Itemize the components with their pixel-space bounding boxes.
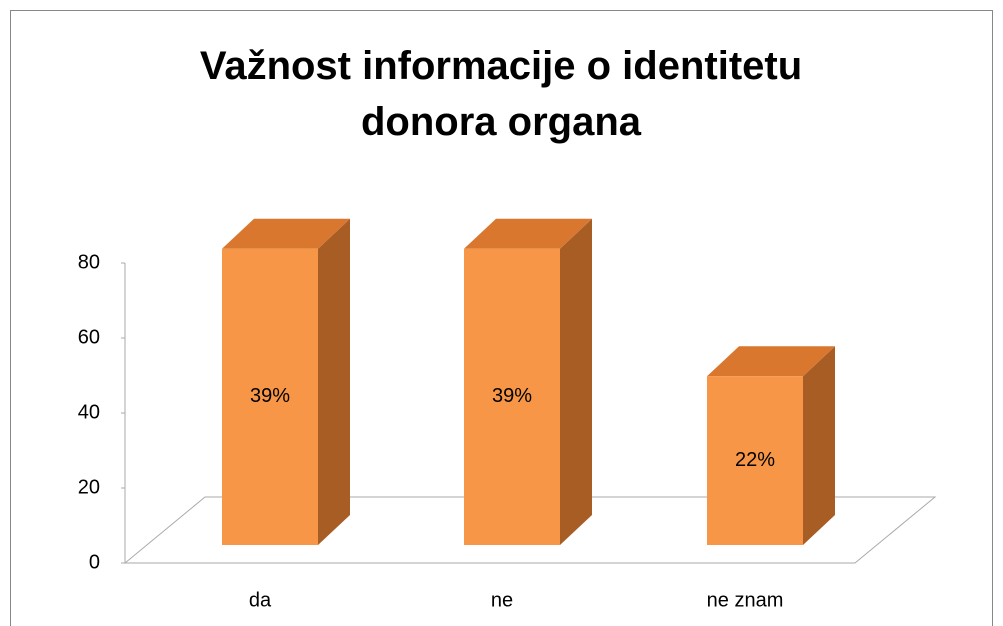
y-tick-label: 20 bbox=[78, 476, 100, 498]
bar-top bbox=[464, 218, 592, 249]
y-tick-label: 0 bbox=[89, 551, 100, 573]
bar bbox=[222, 248, 318, 545]
x-tick-label: ne znam bbox=[707, 589, 784, 611]
y-tick-label: 40 bbox=[78, 401, 100, 423]
chart-title: Važnost informacije o identitetu donora … bbox=[199, 44, 803, 144]
chart-border bbox=[10, 10, 993, 626]
bar bbox=[464, 248, 560, 545]
bar-label: 39% bbox=[492, 385, 532, 407]
bar-label: 22% bbox=[735, 449, 775, 471]
bar-side bbox=[318, 218, 350, 545]
bar-side bbox=[803, 346, 835, 545]
y-tick-label: 60 bbox=[78, 326, 100, 348]
floor bbox=[123, 496, 937, 564]
x-tick-label: da bbox=[249, 589, 272, 611]
bar bbox=[707, 376, 803, 545]
bar-top bbox=[707, 346, 835, 377]
x-tick-label: ne bbox=[491, 589, 513, 611]
bar-top bbox=[222, 218, 350, 249]
bar-label: 39% bbox=[250, 385, 290, 407]
y-tick-label: 80 bbox=[78, 251, 100, 273]
bar-side bbox=[560, 218, 592, 545]
